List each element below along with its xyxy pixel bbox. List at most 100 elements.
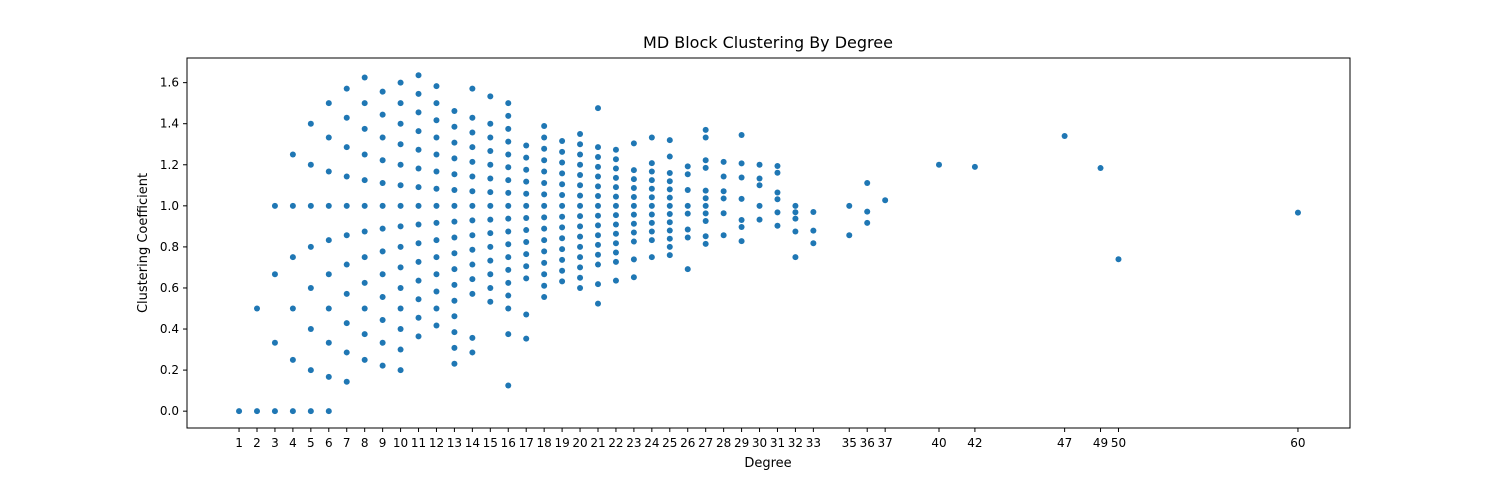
data-point xyxy=(612,174,619,181)
data-point xyxy=(451,202,458,209)
x-tick-label: 11 xyxy=(411,436,426,450)
data-point xyxy=(379,248,386,255)
data-point xyxy=(541,157,548,164)
data-point xyxy=(361,254,368,261)
data-point xyxy=(684,210,691,217)
data-point xyxy=(505,254,512,261)
data-point xyxy=(684,171,691,178)
data-point xyxy=(810,240,817,247)
x-tick-label: 31 xyxy=(770,436,785,450)
data-point xyxy=(1115,256,1122,263)
data-point xyxy=(541,248,548,255)
data-point xyxy=(397,161,404,168)
data-point xyxy=(702,164,709,171)
data-point xyxy=(325,168,332,175)
data-point xyxy=(361,125,368,132)
data-point xyxy=(487,202,494,209)
data-point xyxy=(541,122,548,129)
data-point xyxy=(720,188,727,195)
data-point xyxy=(666,235,673,242)
data-point xyxy=(541,214,548,221)
data-point xyxy=(271,271,278,278)
data-point xyxy=(541,237,548,244)
data-point xyxy=(505,177,512,184)
data-point xyxy=(648,211,655,218)
data-point xyxy=(630,176,637,183)
x-tick-label: 47 xyxy=(1057,436,1072,450)
data-point xyxy=(541,282,548,289)
data-point xyxy=(289,305,296,312)
data-point xyxy=(325,305,332,312)
data-point xyxy=(756,202,763,209)
data-point xyxy=(702,126,709,133)
data-point xyxy=(720,232,727,239)
data-point xyxy=(361,279,368,286)
data-point xyxy=(379,202,386,209)
data-point xyxy=(325,373,332,380)
data-point xyxy=(307,161,314,168)
data-point xyxy=(936,161,942,168)
data-point xyxy=(738,132,745,138)
data-point xyxy=(774,163,781,169)
data-point xyxy=(505,138,512,145)
data-point xyxy=(307,243,314,250)
data-point xyxy=(307,326,314,333)
data-point xyxy=(433,134,440,141)
data-point xyxy=(541,180,548,187)
data-point xyxy=(648,237,655,244)
data-point xyxy=(343,144,350,151)
data-point xyxy=(810,227,817,234)
data-point xyxy=(541,294,548,300)
data-point xyxy=(595,173,601,180)
data-point xyxy=(541,134,548,141)
x-tick-label: 42 xyxy=(967,436,982,450)
data-point xyxy=(702,187,709,194)
data-point xyxy=(505,151,512,158)
data-point xyxy=(415,314,422,321)
data-point xyxy=(397,367,404,374)
data-point xyxy=(702,134,709,141)
data-point xyxy=(595,192,601,199)
data-point xyxy=(325,408,332,415)
data-point xyxy=(648,177,655,184)
data-point xyxy=(577,284,584,291)
data-point xyxy=(451,171,458,178)
data-point xyxy=(577,264,584,271)
data-point xyxy=(846,202,853,209)
data-point xyxy=(630,167,637,174)
data-point xyxy=(487,161,494,168)
data-point xyxy=(595,105,601,112)
x-tick-label: 60 xyxy=(1290,436,1305,450)
data-point xyxy=(487,120,494,127)
data-point xyxy=(254,305,260,312)
data-point xyxy=(630,202,637,209)
data-point xyxy=(343,85,350,92)
x-tick-label: 30 xyxy=(752,436,767,450)
x-tick-label: 18 xyxy=(537,436,552,450)
data-point xyxy=(505,305,512,312)
data-point xyxy=(415,333,422,340)
data-point xyxy=(487,189,494,196)
data-point xyxy=(415,128,422,135)
data-point xyxy=(702,218,709,225)
data-point xyxy=(595,212,601,219)
data-point xyxy=(630,194,637,201)
data-point xyxy=(307,284,314,291)
x-tick-label: 29 xyxy=(734,436,749,450)
data-point xyxy=(612,240,619,247)
data-point xyxy=(612,249,619,256)
data-point xyxy=(415,258,422,265)
data-point xyxy=(289,202,296,209)
data-point xyxy=(541,202,548,209)
data-point xyxy=(397,346,404,353)
data-point xyxy=(325,100,332,107)
data-point xyxy=(343,349,350,356)
data-point xyxy=(1061,133,1068,140)
data-point xyxy=(577,254,584,261)
data-point xyxy=(433,237,440,244)
data-point xyxy=(541,259,548,266)
data-point xyxy=(379,362,386,369)
data-point xyxy=(236,408,243,415)
data-point xyxy=(254,408,260,415)
data-point xyxy=(397,100,404,107)
